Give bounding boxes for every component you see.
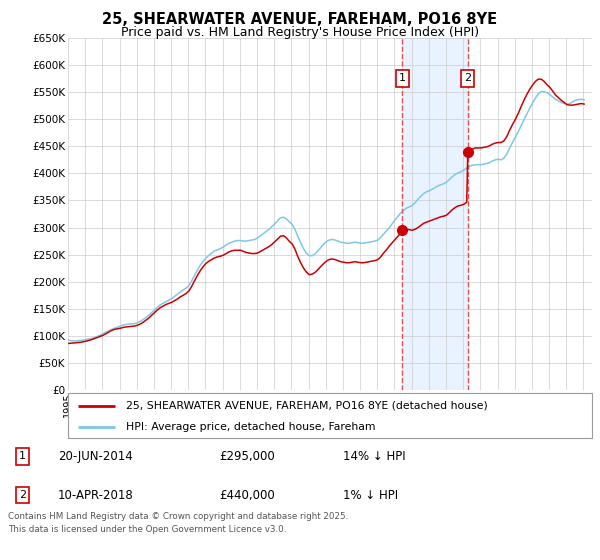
Text: HPI: Average price, detached house, Fareham: HPI: Average price, detached house, Fare… — [125, 422, 375, 432]
Text: £295,000: £295,000 — [220, 450, 275, 463]
Text: £440,000: £440,000 — [220, 489, 275, 502]
Text: 1% ↓ HPI: 1% ↓ HPI — [343, 489, 398, 502]
Text: 1: 1 — [399, 73, 406, 83]
Text: 14% ↓ HPI: 14% ↓ HPI — [343, 450, 405, 463]
FancyBboxPatch shape — [68, 393, 592, 438]
Text: 25, SHEARWATER AVENUE, FAREHAM, PO16 8YE (detached house): 25, SHEARWATER AVENUE, FAREHAM, PO16 8YE… — [125, 400, 487, 410]
Text: 1: 1 — [19, 451, 26, 461]
Bar — [403, 38, 468, 390]
Text: 2: 2 — [464, 73, 472, 83]
Text: Contains HM Land Registry data © Crown copyright and database right 2025.
This d: Contains HM Land Registry data © Crown c… — [8, 512, 348, 534]
Text: 2: 2 — [19, 490, 26, 500]
Text: 20-JUN-2014: 20-JUN-2014 — [58, 450, 133, 463]
Text: 25, SHEARWATER AVENUE, FAREHAM, PO16 8YE: 25, SHEARWATER AVENUE, FAREHAM, PO16 8YE — [103, 12, 497, 27]
Text: Price paid vs. HM Land Registry's House Price Index (HPI): Price paid vs. HM Land Registry's House … — [121, 26, 479, 39]
Text: 10-APR-2018: 10-APR-2018 — [58, 489, 134, 502]
